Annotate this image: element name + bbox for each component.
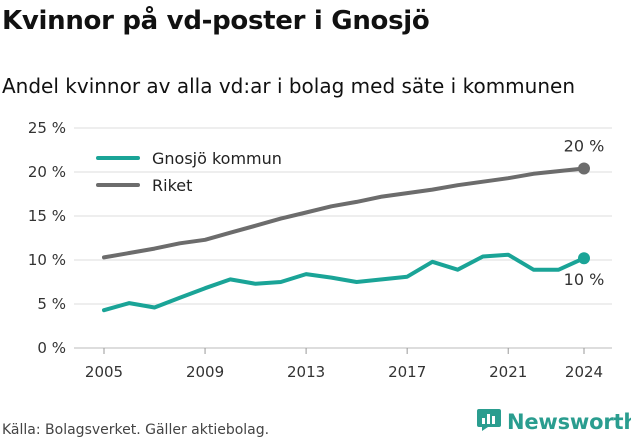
chart-subtitle: Andel kvinnor av alla vd:ar i bolag med … <box>2 74 575 98</box>
grid-lines <box>74 127 612 349</box>
source-note: Källa: Bolagsverket. Gäller aktiebolag. <box>2 422 270 438</box>
y-tick-label: 5 % <box>37 295 66 313</box>
x-tick-label: 2021 <box>489 363 527 381</box>
data-point <box>578 252 590 265</box>
x-tick-label: 2017 <box>388 363 426 381</box>
series-line-gnosjo <box>102 252 586 313</box>
end-value-label: 20 % <box>564 136 605 155</box>
brand-name: Newsworthy <box>507 410 631 434</box>
y-tick-label: 20 % <box>28 163 66 181</box>
x-tick-label: 2005 <box>85 363 123 381</box>
x-tick-label: 2013 <box>287 363 325 381</box>
x-tick-label: 2009 <box>186 363 224 381</box>
series-lines: 10 % 20 % <box>102 136 605 313</box>
x-tick-label: 2024 <box>565 363 603 381</box>
y-tick-label: 0 % <box>37 339 66 357</box>
legend-label: Riket <box>152 176 192 195</box>
y-axis-ticks: 0 % 5 % 10 % 15 % 20 % 25 % <box>28 119 66 357</box>
brand-logo[interactable]: Newsworthy <box>476 408 631 436</box>
legend-label: Gnosjö kommun <box>152 149 282 168</box>
end-value-label: 10 % <box>564 270 605 289</box>
newsworthy-logo-icon <box>476 408 502 436</box>
x-axis-ticks: 2005 2009 2013 2017 2021 2024 <box>85 348 603 381</box>
chart-title: Kvinnor på vd-poster i Gnosjö <box>2 6 430 36</box>
y-tick-label: 25 % <box>28 119 66 137</box>
y-tick-label: 10 % <box>28 251 66 269</box>
data-point <box>578 162 590 175</box>
legend: Gnosjö kommun Riket <box>96 149 282 195</box>
series-line-riket <box>102 166 586 260</box>
y-tick-label: 15 % <box>28 207 66 225</box>
